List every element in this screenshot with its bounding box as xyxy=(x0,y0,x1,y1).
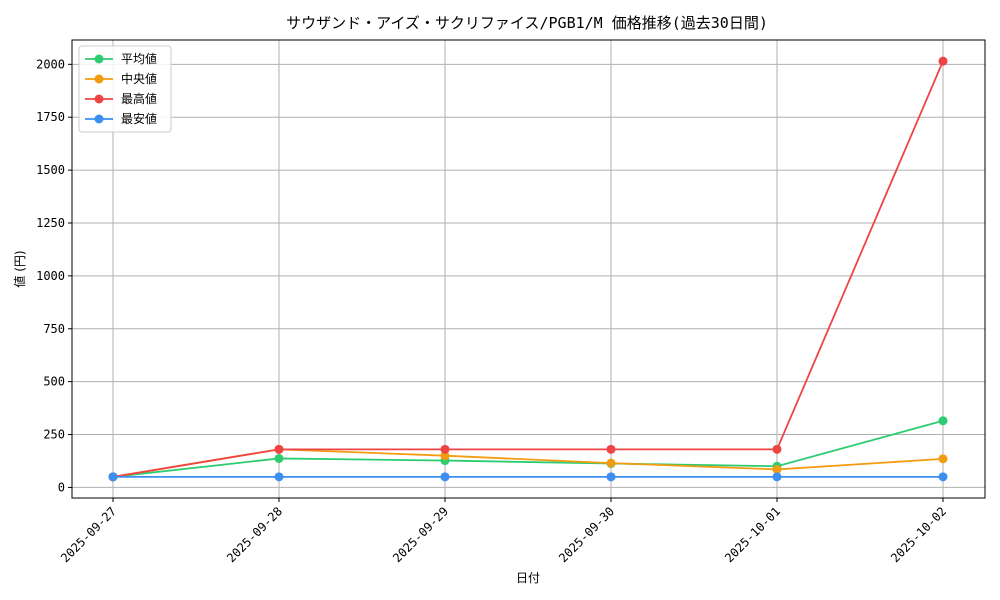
y-tick-label: 1500 xyxy=(36,163,65,177)
data-point xyxy=(606,472,616,482)
legend-swatch-marker xyxy=(94,54,104,64)
legend-label: 平均値 xyxy=(121,51,157,66)
x-tick-label: 2025-09-30 xyxy=(556,504,617,565)
series-line xyxy=(112,60,944,478)
plot-area-frame xyxy=(71,39,986,499)
y-tick-label: 750 xyxy=(43,322,65,336)
x-tick-label: 2025-10-01 xyxy=(722,504,783,565)
x-tick-label: 2025-09-27 xyxy=(58,504,119,565)
chart-title: サウザンド・アイズ・サクリファイス/PGB1/M 価格推移(過去30日間) xyxy=(286,14,768,32)
gridlines xyxy=(72,40,985,498)
data-point xyxy=(938,454,948,464)
data-point xyxy=(440,451,450,461)
legend-swatch-marker xyxy=(94,94,104,104)
data-point xyxy=(274,453,284,463)
legend-swatch-marker xyxy=(94,114,104,124)
y-tick-label: 500 xyxy=(43,375,65,389)
legend-label: 最安値 xyxy=(121,111,157,126)
legend-swatch-marker xyxy=(94,74,104,84)
legend-box xyxy=(78,45,172,133)
legend-label: 中央値 xyxy=(121,71,157,86)
data-point xyxy=(938,472,948,482)
y-tick-label: 1000 xyxy=(36,269,65,283)
series-line xyxy=(112,419,944,478)
y-tick-label: 250 xyxy=(43,428,65,442)
data-point xyxy=(274,472,284,482)
x-tick-label: 2025-09-29 xyxy=(390,504,451,565)
data-point xyxy=(108,472,118,482)
y-axis-label: 値 (円) xyxy=(12,250,27,287)
data-point xyxy=(938,416,948,426)
data-point xyxy=(772,464,782,474)
series-lines xyxy=(108,56,948,482)
data-point xyxy=(440,472,450,482)
x-tick-label: 2025-09-28 xyxy=(224,504,285,565)
data-point xyxy=(440,444,450,454)
x-axis-label: 日付 xyxy=(516,571,540,585)
x-tick-label: 2025-10-02 xyxy=(888,504,949,565)
legend-label: 最高値 xyxy=(121,91,157,106)
y-tick-label: 0 xyxy=(58,480,65,494)
y-tick-label: 2000 xyxy=(36,57,65,71)
data-point xyxy=(274,444,284,454)
data-point xyxy=(772,444,782,454)
data-point xyxy=(772,472,782,482)
y-tick-label: 1750 xyxy=(36,110,65,124)
data-point xyxy=(938,56,948,66)
axes: 2025-09-27 2025-09-28 2025-09-29 2025-09-30… xyxy=(36,57,949,565)
data-point xyxy=(606,458,616,468)
y-tick-label: 1250 xyxy=(36,216,65,230)
data-point xyxy=(606,444,616,454)
